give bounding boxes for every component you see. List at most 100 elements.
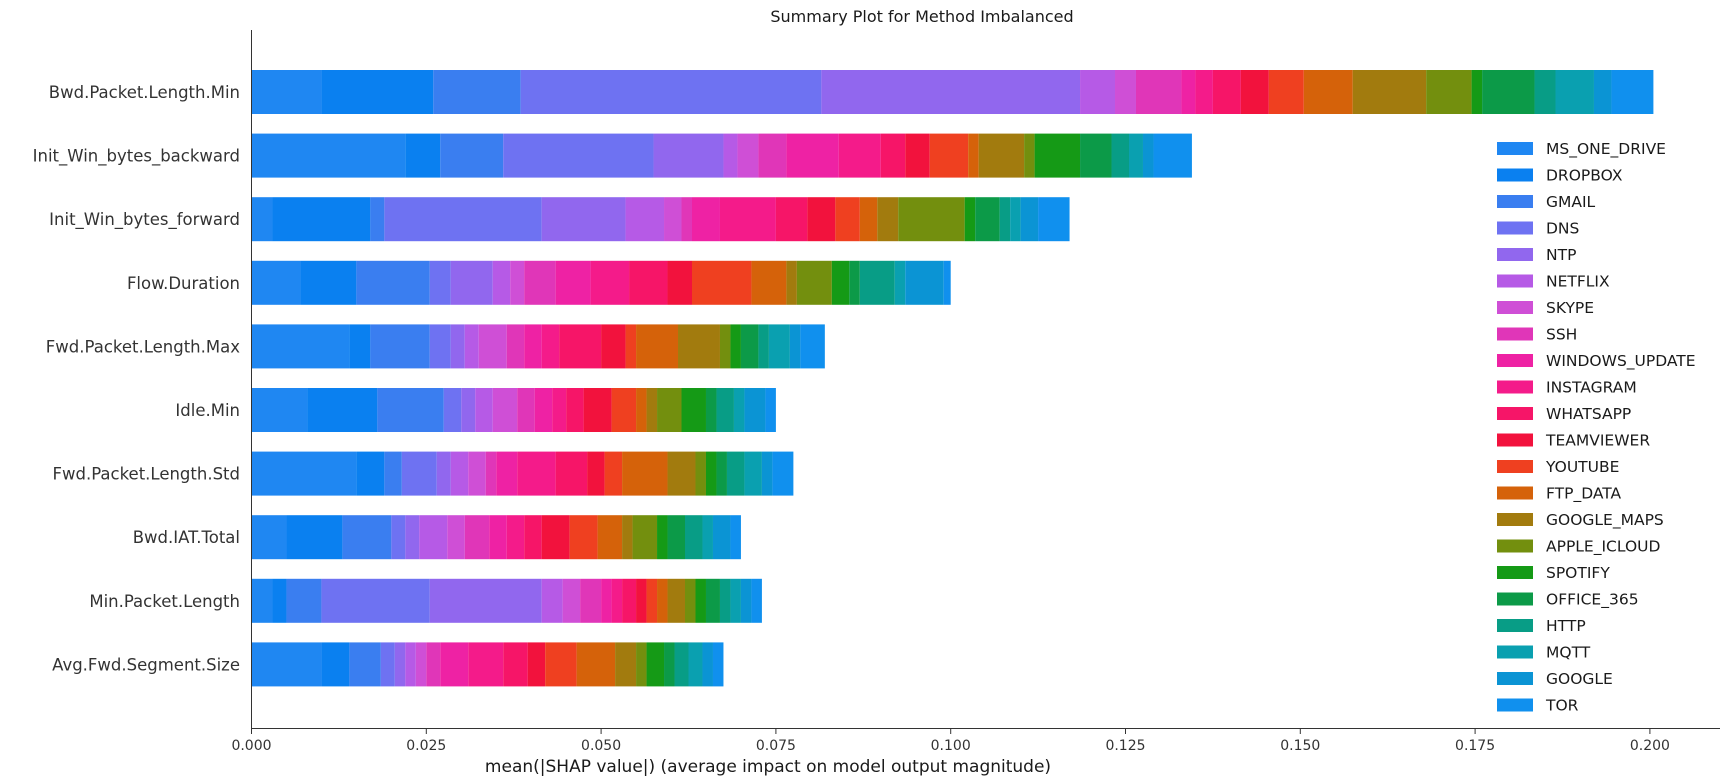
bar-segment-teamviewer xyxy=(636,578,647,623)
bar-segment-instagram xyxy=(611,578,623,623)
bar-segment-http xyxy=(716,388,734,432)
bar-segment-office-365 xyxy=(849,260,860,305)
bar-segment-http xyxy=(726,451,745,496)
y-tick-label: Bwd.IAT.Total xyxy=(133,528,240,547)
bar-segment-whatsapp xyxy=(566,388,584,432)
bar-segment-apple-icloud xyxy=(1024,133,1035,178)
bar-segment-netflix xyxy=(405,642,416,687)
bar-segment-skype xyxy=(492,388,518,432)
legend-swatch xyxy=(1497,221,1533,235)
bar-segment-ssh xyxy=(485,451,497,496)
legend-swatch xyxy=(1497,486,1533,500)
bar-segment-gmail xyxy=(377,388,444,432)
bar-segment-office-365 xyxy=(740,324,759,369)
legend-label: SKYPE xyxy=(1546,299,1594,317)
bar-segment-teamviewer xyxy=(541,515,570,560)
bar-segment-gmail xyxy=(349,642,381,687)
legend-swatch xyxy=(1497,460,1533,473)
bar-segment-gmail xyxy=(286,578,322,623)
bar-segment-ftp-data xyxy=(751,260,787,305)
bar-segment-spotify xyxy=(705,451,717,496)
bar-segment-netflix xyxy=(475,388,493,432)
bar-segment-teamviewer xyxy=(527,642,546,687)
bar-segment-spotify xyxy=(657,515,668,560)
bar-segment-apple-icloud xyxy=(657,388,682,432)
bar-segment-ms-one-drive xyxy=(251,133,406,178)
bar-segment-http xyxy=(758,324,769,369)
bar-segment-ntp xyxy=(821,70,1081,114)
bar-segment-youtube xyxy=(646,578,658,623)
bar-segment-office-365 xyxy=(705,578,720,623)
bar-segment-dropbox xyxy=(272,578,287,623)
legend-label: GOOGLE_MAPS xyxy=(1546,511,1664,530)
bar-segment-http xyxy=(719,578,731,623)
y-tick-label: Fwd.Packet.Length.Std xyxy=(52,465,240,484)
bar-segment-ssh xyxy=(1135,70,1182,114)
bar-segment-netflix xyxy=(464,324,479,369)
bar-segment-google xyxy=(702,642,713,687)
bar-segment-google-maps xyxy=(678,324,720,369)
bar-segment-instagram xyxy=(506,515,525,560)
bar-segment-whatsapp xyxy=(629,260,668,305)
bar-segment-ssh xyxy=(681,197,692,242)
legend-label: SPOTIFY xyxy=(1546,564,1610,582)
bar-segment-dns xyxy=(443,388,462,432)
x-tick-label: 0.200 xyxy=(1630,738,1670,754)
legend-label: NETFLIX xyxy=(1546,273,1610,291)
bar-segment-dns xyxy=(503,133,654,178)
bar-segment-mqtt xyxy=(688,642,703,687)
bar-segment-spotify xyxy=(831,260,850,305)
bar-segment-ftp-data xyxy=(576,642,616,687)
y-tick-label: Avg.Fwd.Segment.Size xyxy=(52,655,240,674)
legend-swatch xyxy=(1497,513,1533,526)
chart-title: Summary Plot for Method Imbalanced xyxy=(770,7,1073,26)
legend-label: TOR xyxy=(1545,697,1579,715)
x-tick-label: 0.050 xyxy=(581,738,621,754)
bar-segment-google xyxy=(1593,70,1612,114)
legend-label: DROPBOX xyxy=(1546,167,1623,185)
bar-segment-tor xyxy=(1611,70,1654,114)
bar-segment-ms-one-drive xyxy=(251,451,357,496)
legend-swatch xyxy=(1497,566,1533,579)
bar-segment-ssh xyxy=(758,133,787,178)
bar-segment-youtube xyxy=(1268,70,1304,114)
bar-segment-gmail xyxy=(440,133,504,178)
bar-segment-mqtt xyxy=(702,515,713,560)
legend-swatch xyxy=(1497,327,1533,341)
bar-segment-skype xyxy=(510,260,525,305)
bar-segment-office-365 xyxy=(667,515,686,560)
legend-swatch xyxy=(1497,195,1533,208)
legend-label: FTP_DATA xyxy=(1546,485,1622,504)
legend-swatch xyxy=(1497,539,1533,553)
bar-segment-dropbox xyxy=(321,70,434,114)
bar-segment-tor xyxy=(765,388,776,432)
bar-segment-http xyxy=(859,260,895,305)
bar-segment-youtube xyxy=(835,197,860,242)
bar-segment-google xyxy=(744,388,766,432)
legend-label: DNS xyxy=(1546,220,1579,238)
bar-segment-netflix xyxy=(419,515,448,560)
bar-segment-youtube xyxy=(625,324,637,369)
x-tick-label: 0.025 xyxy=(406,738,446,754)
legend-label: SSH xyxy=(1546,326,1577,344)
bar-segment-whatsapp xyxy=(1212,70,1241,114)
bar-segment-dns xyxy=(384,197,542,242)
bar-segment-mqtt xyxy=(744,451,762,496)
bar-segment-google xyxy=(740,578,752,623)
legend-label: MQTT xyxy=(1546,644,1591,662)
bar-segment-ms-one-drive xyxy=(251,388,308,432)
bar-segment-office-365 xyxy=(975,197,1000,242)
bar-segment-mqtt xyxy=(733,388,745,432)
bar-segment-dns xyxy=(391,515,406,560)
bar-segment-ssh xyxy=(464,515,490,560)
bar-segment-mqtt xyxy=(1128,133,1143,178)
bar-segment-ntp xyxy=(429,578,542,623)
bar-segment-ms-one-drive xyxy=(251,515,287,560)
bar-segment-teamviewer xyxy=(667,260,692,305)
bar-segment-gmail xyxy=(384,451,402,496)
legend-swatch xyxy=(1497,433,1533,447)
bar-segment-ftp-data xyxy=(636,324,679,369)
legend-swatch xyxy=(1497,142,1533,155)
x-tick-label: 0.125 xyxy=(1105,738,1145,754)
